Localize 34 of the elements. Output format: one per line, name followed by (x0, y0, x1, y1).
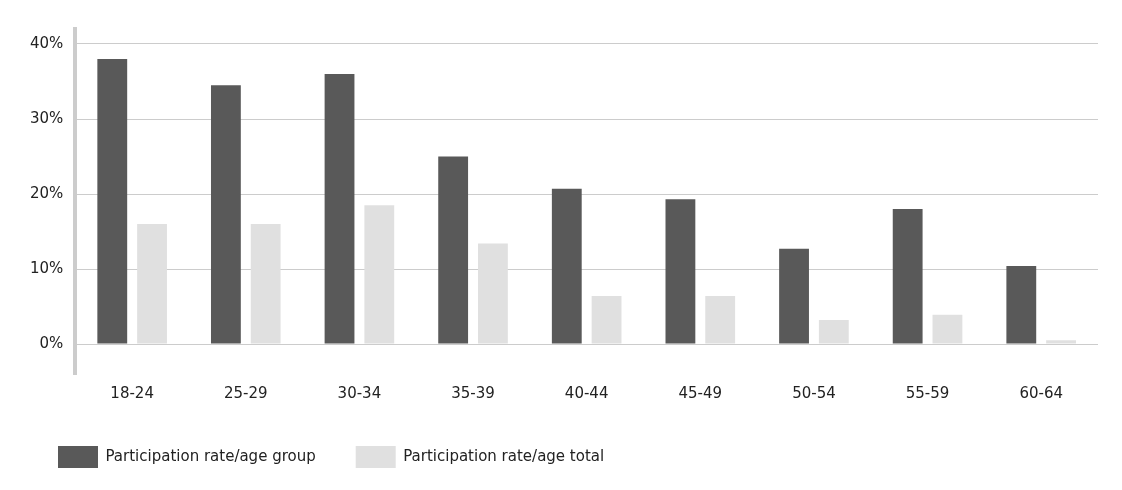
legend-label: Participation rate/age total (403, 446, 605, 465)
bar (364, 205, 395, 344)
x-tick-label: 45-49 (678, 383, 723, 402)
x-tick-label: 18-24 (110, 383, 154, 402)
x-tick-label: 50-54 (792, 383, 836, 402)
x-tick-label: 35-39 (451, 383, 495, 402)
bar (324, 74, 355, 344)
x-tick-label: 25-29 (223, 383, 268, 402)
bar (250, 224, 281, 344)
y-tick-label: 20% (30, 183, 64, 202)
bar (591, 296, 622, 344)
bar (818, 320, 849, 344)
x-tick-label: 55-59 (905, 383, 950, 402)
bar (551, 188, 582, 344)
bar (137, 224, 167, 344)
bar (705, 296, 736, 344)
bar (779, 248, 809, 344)
bar (210, 85, 241, 344)
x-tick-label: 30-34 (337, 383, 382, 402)
y-tick-label: 30% (30, 108, 64, 127)
x-tick-label: 60-64 (1019, 383, 1063, 402)
bar (665, 199, 696, 344)
y-tick-label: 40% (30, 33, 64, 52)
bar (97, 59, 128, 344)
legend-label: Participation rate/age group (105, 446, 316, 465)
y-tick-label: 10% (30, 258, 64, 277)
x-tick-label: 40-44 (564, 383, 609, 402)
bar (478, 243, 508, 344)
bar (438, 156, 469, 344)
bar (1046, 340, 1076, 344)
bar (892, 209, 923, 344)
y-tick-label: 0% (39, 333, 64, 352)
bar (1006, 266, 1037, 344)
bar (932, 314, 963, 344)
